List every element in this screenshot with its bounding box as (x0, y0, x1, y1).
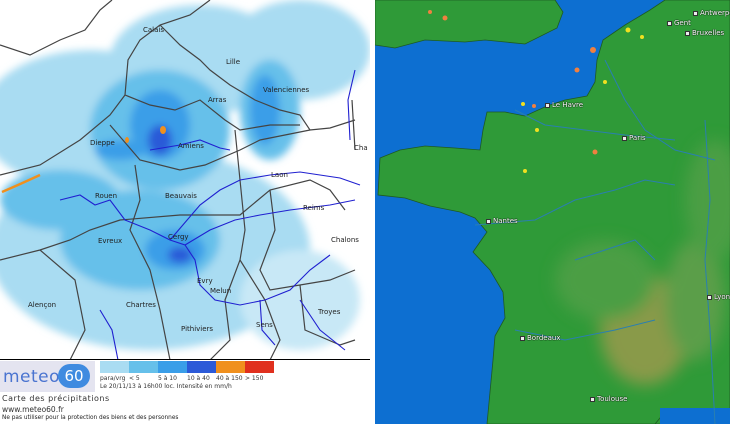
city-label: Chalons (331, 236, 359, 244)
legend-label: > 150 (245, 375, 264, 382)
legend-label: < 5 (129, 375, 140, 382)
legend-label: 10 à 40 (187, 375, 210, 382)
city-label: Amiens (178, 142, 204, 150)
lightning-map-panel: Antwerpen Gent Bruxelles Le Havre Paris … (375, 0, 730, 424)
relief-map (375, 0, 730, 424)
city-label: Troyes (318, 308, 341, 316)
city-label: Evry (197, 277, 213, 285)
city-label: Bruxelles (685, 29, 724, 37)
heavy-rain-cells (1, 126, 166, 194)
legend-swatch (129, 361, 158, 373)
legend-swatch (216, 361, 245, 373)
city-label: Calais (143, 26, 165, 34)
city-label: Dieppe (90, 139, 115, 147)
legend-label: 5 à 10 (158, 375, 177, 382)
precipitation-radar-map (0, 0, 370, 360)
city-label: Melun (210, 287, 232, 295)
logo-word: meteo (3, 367, 61, 387)
legend-label: 40 à 150 (216, 375, 243, 382)
city-label: Chartres (126, 301, 156, 309)
map-title: Carte des précipitations (2, 394, 110, 403)
legend-swatch (245, 361, 274, 373)
city-label: Lyon (707, 293, 730, 301)
city-label: Antwerpen (693, 9, 730, 17)
city-label: Rouen (95, 192, 118, 200)
city-label: Toulouse (590, 395, 627, 403)
legend-swatch (100, 361, 129, 373)
legend-color-bar (100, 361, 274, 373)
uk-land (375, 0, 564, 49)
city-label: Alençon (28, 301, 57, 309)
precipitation-map-panel: Calais Lille Valenciennes Arras Dieppe A… (0, 0, 370, 421)
lightning-strikes (428, 10, 644, 173)
city-label: Laon (271, 171, 288, 179)
city-label: Sens (256, 321, 273, 329)
meteo60-logo[interactable]: meteo 60 (0, 361, 95, 392)
legend-label: para/vrg (100, 375, 126, 382)
city-label: Gent (667, 19, 691, 27)
legend-labels: para/vrg < 5 5 à 10 10 à 40 40 à 150 > 1… (100, 375, 274, 382)
city-label: Le Havre (545, 101, 583, 109)
cloud-icon: 60 (58, 364, 90, 388)
city-label: Beauvais (165, 192, 197, 200)
city-label: Bordeaux (520, 334, 560, 342)
city-label: Cergy (168, 233, 189, 241)
borders (0, 0, 356, 360)
legend-swatch (187, 361, 216, 373)
mediterranean-sea (660, 408, 730, 424)
city-label: Arras (208, 96, 227, 104)
city-label: Valenciennes (263, 86, 310, 94)
legend-swatch (158, 361, 187, 373)
website-link[interactable]: www.meteo60.fr (2, 405, 64, 414)
rivers (59, 69, 361, 360)
disclaimer: Ne pas utiliser pour la protection des b… (2, 415, 179, 421)
city-label: Reims (303, 204, 325, 212)
city-label: Evreux (98, 237, 123, 245)
legend-date: Le 20/11/13 à 16h00 loc. Intensité en mm… (100, 383, 232, 390)
city-label: Paris (622, 134, 646, 142)
city-label: Lille (226, 58, 241, 66)
city-label: Pithiviers (181, 325, 214, 333)
city-label: Cha (354, 144, 368, 152)
city-label: Nantes (486, 217, 518, 225)
rain-areas (0, 0, 370, 350)
